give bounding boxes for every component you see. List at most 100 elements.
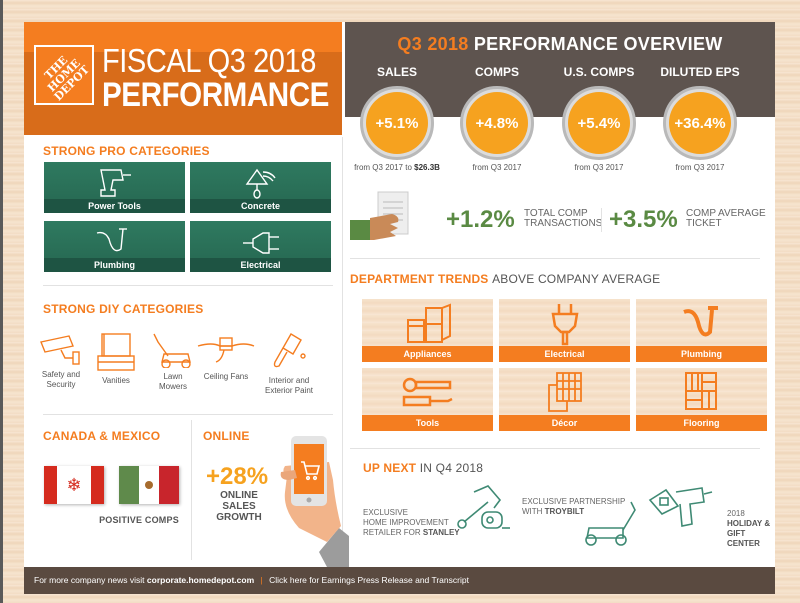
phone-hand-icon [280, 436, 349, 567]
up-next-stanley: EXCLUSIVE HOME IMPROVEMENT RETAILER FOR ST… [363, 508, 460, 537]
metric-us-comps: U.S. COMPS +5.4% from Q3 2017 [549, 65, 649, 172]
dept-tile-plumbing[interactable]: Plumbing [636, 299, 767, 362]
overview-title-rest: PERFORMANCE OVERVIEW [473, 34, 723, 54]
dept-label: Plumbing [636, 346, 767, 362]
dept-tile-tools[interactable]: Tools [362, 368, 493, 431]
page-title-line2: PERFORMANCE [102, 76, 329, 114]
pro-tile-electrical[interactable]: Electrical [190, 221, 331, 272]
diy-label: Vanities [102, 376, 130, 385]
metric-value: +4.8% [466, 92, 528, 154]
ceiling-fan-icon [197, 337, 255, 363]
metric-circle: +36.4% [663, 86, 737, 160]
metric-label: SALES [376, 65, 417, 79]
positive-comps-label: POSITIVE COMPS [99, 515, 179, 525]
diy-item-safety: Safety and Security [31, 332, 91, 390]
up-next-troybilt: EXCLUSIVE PARTNERSHIP WITH TROYBILT [522, 497, 626, 516]
flooring-icon [684, 372, 717, 410]
lawn-mower-icon [153, 333, 191, 368]
overview-title: Q3 2018 PERFORMANCE OVERVIEW [345, 34, 775, 55]
metric-value: +36.4% [669, 92, 731, 154]
metric-sub: from Q3 2017 [472, 163, 522, 172]
column-divider [342, 137, 343, 567]
gift-drill-icon [648, 487, 713, 527]
metric-value: +5.1% [366, 92, 428, 154]
pipe-icon [96, 228, 127, 252]
diy-item-lawn-mowers: Lawn Mowers [143, 332, 203, 392]
canada-flag: ❄ [44, 466, 104, 504]
logo-text: THE HOME DEPOT [42, 53, 92, 103]
up-next-heading: UP NEXT IN Q4 2018 [363, 461, 484, 475]
plug-icon [551, 304, 578, 346]
dept-tile-flooring[interactable]: Flooring [636, 368, 767, 431]
online-growth-value: +28% [206, 463, 269, 490]
infographic-panel: THE HOME DEPOT FISCAL Q3 2018 PERFORMANC… [24, 22, 775, 594]
security-camera-icon [40, 335, 80, 365]
page-title-line1: FISCAL Q3 2018 [102, 42, 316, 79]
divider [43, 285, 333, 286]
vanity-icon [97, 333, 135, 371]
comp-ticket-label: COMP AVERAGE TICKET [686, 208, 766, 229]
metric-sales: SALES +5.1% from Q3 2017 to $26.3B [347, 65, 447, 172]
divider [350, 258, 760, 259]
dept-tile-appliances[interactable]: Appliances [362, 299, 493, 362]
metric-sub: from Q3 2017 [675, 163, 725, 172]
window-edge [0, 0, 3, 603]
home-depot-logo: THE HOME DEPOT [34, 45, 94, 105]
comp-transactions-value: +1.2% [446, 206, 515, 233]
metric-circle: +4.8% [460, 86, 534, 160]
overview-title-accent: Q3 2018 [397, 34, 469, 54]
tools-icon [402, 377, 453, 407]
pro-tile-concrete[interactable]: Concrete [190, 162, 331, 213]
wallpaper-icon [547, 372, 582, 412]
metric-diluted-eps: DILUTED EPS +36.4% from Q3 2017 [650, 65, 750, 172]
canada-mexico-heading: CANADA & MEXICO [43, 429, 161, 443]
drill-icon [99, 169, 131, 197]
metric-circle: +5.4% [562, 86, 636, 160]
online-heading: ONLINE [203, 429, 250, 443]
header-banner: THE HOME DEPOT FISCAL Q3 2018 PERFORMANC… [24, 22, 342, 135]
dept-tile-electrical[interactable]: Electrical [499, 299, 630, 362]
divider [43, 414, 333, 415]
dept-label: Electrical [499, 346, 630, 362]
comp-transactions-label: TOTAL COMP TRANSACTIONS [524, 208, 603, 229]
metric-circle: +5.1% [360, 86, 434, 160]
paint-brush-icon [273, 333, 306, 368]
diy-label: Interior and Exterior Paint [264, 376, 314, 395]
pro-tile-plumbing[interactable]: Plumbing [44, 221, 185, 272]
mexico-flag [119, 466, 179, 504]
up-next-holiday: 2018 HOLIDAY & GIFT CENTER [727, 509, 771, 548]
corporate-site-link[interactable]: corporate.homedepot.com [146, 575, 255, 585]
dept-label: Flooring [636, 415, 767, 431]
appliances-icon [406, 303, 451, 343]
metric-label: DILUTED EPS [660, 65, 740, 79]
diy-item-vanities: Vanities [86, 332, 146, 386]
pro-label: Electrical [190, 258, 331, 272]
press-release-link[interactable]: Click here for Earnings Press Release an… [269, 575, 469, 585]
pro-tile-power-tools[interactable]: Power Tools [44, 162, 185, 213]
receipt-hand-icon [350, 191, 409, 240]
pro-label: Concrete [190, 199, 331, 213]
diy-categories-heading: STRONG DIY CATEGORIES [43, 302, 204, 316]
pro-label: Power Tools [44, 199, 185, 213]
tx-divider [601, 208, 602, 232]
dept-label: Tools [362, 415, 493, 431]
divider [191, 420, 192, 560]
lawn-mower-icon [585, 501, 636, 546]
metric-comps: COMPS +4.8% from Q3 2017 [447, 65, 547, 172]
online-growth-label: ONLINE SALES GROWTH [216, 490, 262, 523]
comp-ticket-value: +3.5% [609, 206, 678, 233]
divider [350, 448, 760, 449]
dept-label: Appliances [362, 346, 493, 362]
diy-label: Ceiling Fans [203, 372, 249, 381]
footer-bar: For more company news visit corporate.ho… [24, 567, 775, 594]
pro-categories-heading: STRONG PRO CATEGORIES [43, 144, 210, 158]
metric-label: U.S. COMPS [563, 65, 635, 79]
footer-prefix: For more company news visit [34, 575, 145, 585]
dept-tile-decor[interactable]: Décor [499, 368, 630, 431]
dept-label: Décor [499, 415, 630, 431]
trowel-icon [245, 168, 276, 199]
diy-label: Safety and Security [41, 370, 81, 389]
diy-label: Lawn Mowers [158, 372, 187, 391]
metric-sub: from Q3 2017 to $26.3B [354, 163, 440, 172]
pro-label: Plumbing [44, 258, 185, 272]
